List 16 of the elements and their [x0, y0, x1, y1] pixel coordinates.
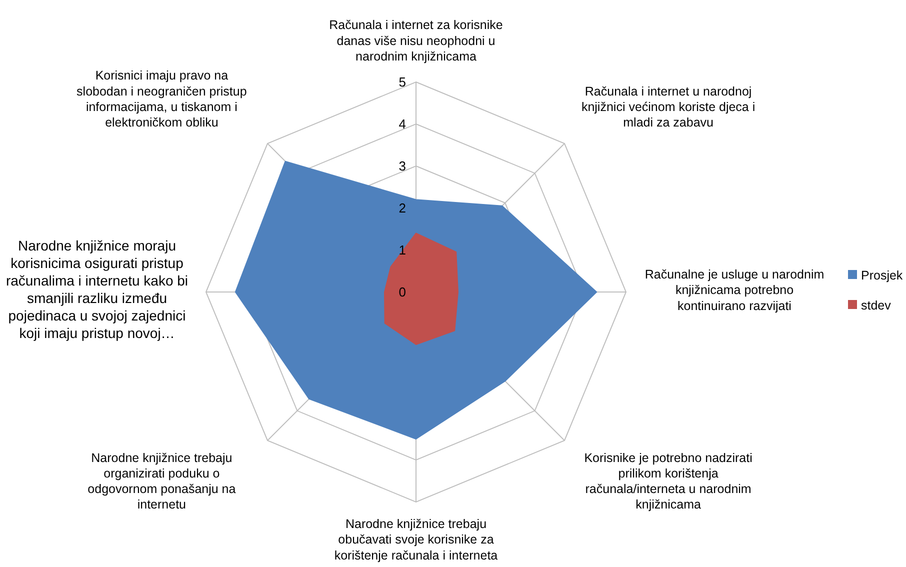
- y-tick-label: 1: [398, 242, 406, 258]
- spoke-label: Računalne je usluge u narodnim knjižnicama potrebno kontinuirano razvijati: [644, 268, 824, 313]
- y-tick-label: 2: [398, 200, 406, 216]
- spoke-label: Narodne knjižnice trebaju organizirati poduku o odgovornom ponašanju na internetu: [88, 450, 236, 512]
- y-tick-label: 5: [398, 74, 406, 90]
- y-tick-label: 0: [398, 284, 406, 300]
- spoke-label: Narodne knjižnice trebaju obučavati svoje korisnike za korištenje računala i interneta: [334, 517, 498, 562]
- legend-label: stdev: [861, 298, 892, 312]
- spoke-label: Računala i internet za korisnike danas više nisu neophodni u narodnim knjižnicama: [329, 18, 503, 64]
- spoke-label: Računala i internet u narodnoj knjižnici većinom koriste djeca i mladi za zabavu: [581, 84, 756, 130]
- spoke-label: Narodne knjižnice moraju korisnicima osigurati pristup računalima i internetu kako bi smanjili razliku između pojedinaca u svojoj zajednici koji imaju pristup novoj…: [6, 238, 188, 342]
- spoke-label: Korisnici imaju pravo na slobodan i neograničen pristup informacijama, u tiskanom i elektroničkom obliku: [76, 68, 247, 130]
- legend-label: Prosjek: [861, 268, 904, 282]
- y-tick-label: 3: [398, 158, 406, 174]
- y-tick-label: 4: [398, 116, 406, 132]
- spoke-label: Korisnike je potrebno nadzirati prilikom korištenja računala/interneta u narodnim knjižnicama: [584, 450, 752, 512]
